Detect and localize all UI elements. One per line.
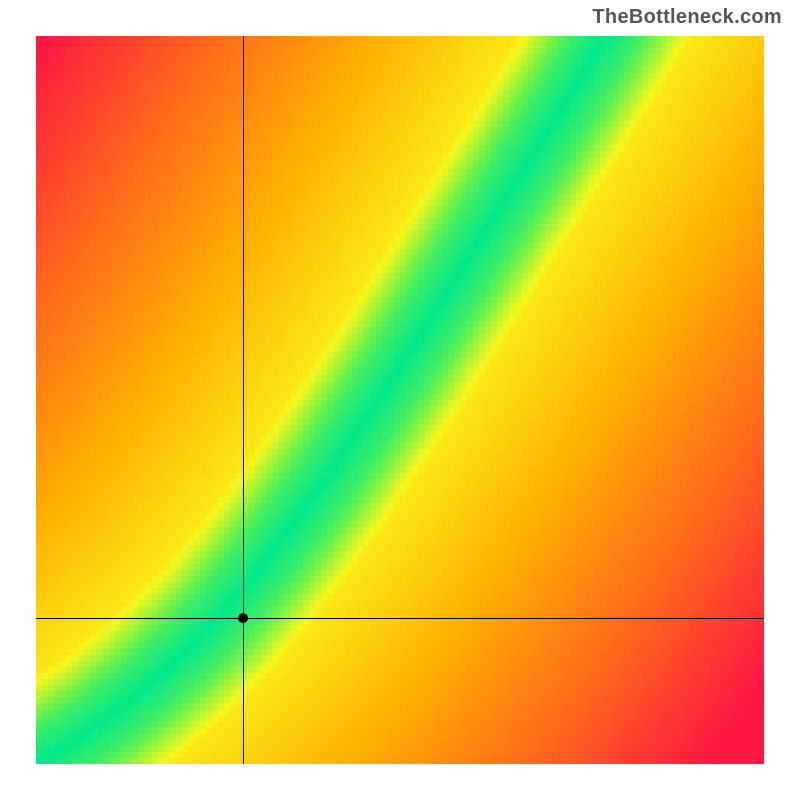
selection-marker	[238, 613, 248, 623]
bottleneck-heatmap	[36, 36, 764, 764]
chart-container: TheBottleneck.com	[0, 0, 800, 800]
attribution-text: TheBottleneck.com	[592, 6, 782, 29]
crosshair-vertical	[243, 36, 244, 764]
crosshair-horizontal	[36, 618, 764, 619]
plot-frame	[36, 36, 764, 764]
